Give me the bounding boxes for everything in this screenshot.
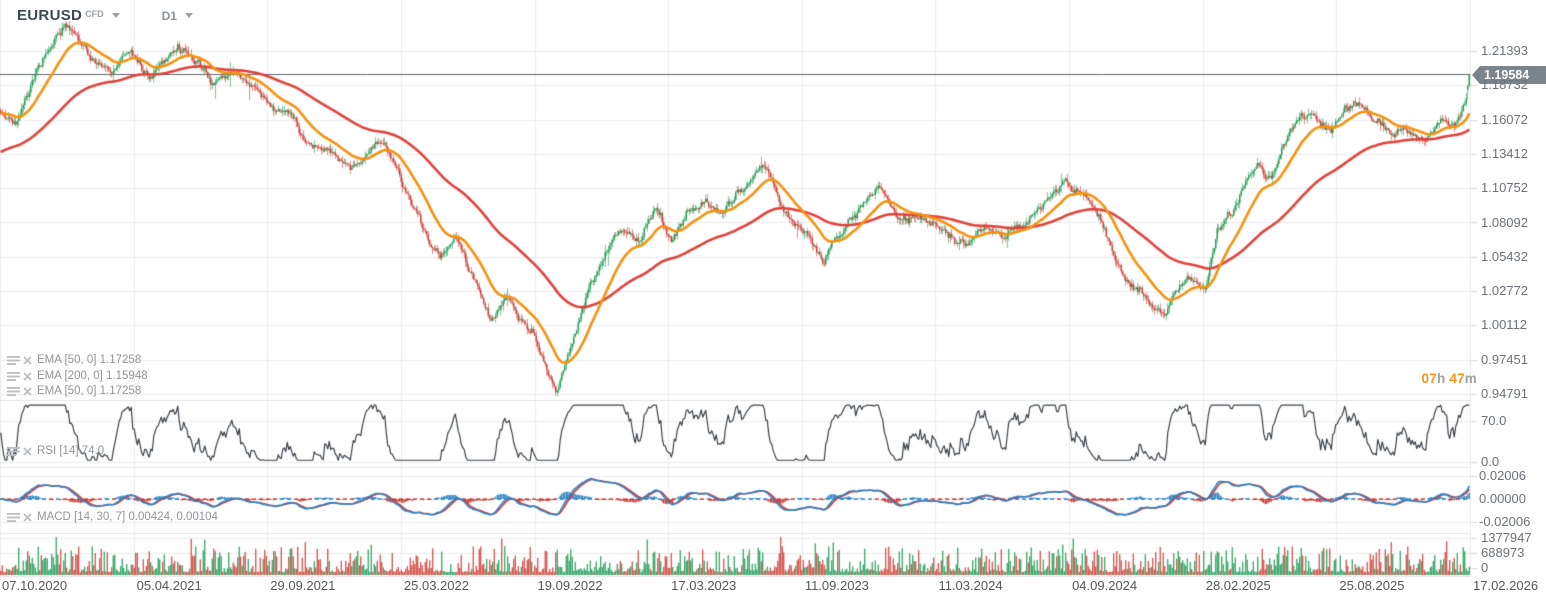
price-axis-label: 1.13412 <box>1481 145 1528 161</box>
indicator-label: EMA [50, 0] 1.17258 <box>37 354 142 366</box>
volume-axis-label: 688973 <box>1481 545 1525 560</box>
date-axis-label: 04.09.2024 <box>1072 578 1138 593</box>
instrument-type-label: CFD <box>85 9 104 19</box>
price-axis-label: 1.18732 <box>1481 77 1528 93</box>
indicator-settings-icon[interactable] <box>7 446 20 456</box>
rsi-axis-label: 70.0 <box>1481 413 1507 428</box>
price-axis-label: 1.10752 <box>1481 180 1528 196</box>
chevron-down-icon[interactable] <box>184 13 193 18</box>
symbol-name[interactable]: EURUSD <box>17 7 83 24</box>
indicator-legend-macd: MACD [14, 30, 7] 0.00424, 0.00104 <box>7 511 218 523</box>
macd-axis-label: 0.00000 <box>1479 491 1526 506</box>
candle-countdown: 07h 47m <box>1350 371 1477 386</box>
indicator-settings-icon[interactable] <box>7 355 20 365</box>
date-axis-label: 25.03.2022 <box>403 578 469 593</box>
date-axis-label: 17.02.2026 <box>1473 578 1539 593</box>
indicator-legend-ema-200: EMA [200, 0] 1.15948 <box>7 370 148 382</box>
date-axis-label: 29.09.2021 <box>270 578 336 593</box>
price-axis-label: 1.08092 <box>1481 214 1528 230</box>
date-axis-label: 11.03.2024 <box>938 578 1003 593</box>
current-price-badge: 1.19584 <box>1472 66 1546 84</box>
price-axis-label: 0.94791 <box>1481 386 1528 401</box>
close-icon[interactable] <box>23 355 32 365</box>
price-axis-label: 1.00112 <box>1481 317 1528 333</box>
price-axis-label: 0.97451 <box>1481 351 1528 367</box>
indicator-settings-icon[interactable] <box>7 371 20 381</box>
macd-axis-label: -0.02006 <box>1479 514 1531 529</box>
close-icon[interactable] <box>23 371 32 381</box>
indicator-label: RSI [14] 74.0 <box>37 445 105 457</box>
date-axis-label: 07.10.2020 <box>2 578 68 593</box>
countdown-minutes-unit: m <box>1464 371 1477 386</box>
rsi-axis-label: 0.0 <box>1481 454 1500 469</box>
close-icon[interactable] <box>23 512 32 522</box>
indicator-legend-ema-50-a: EMA [50, 0] 1.17258 <box>7 354 141 366</box>
date-axis-label: 25.08.2025 <box>1339 578 1405 593</box>
date-axis-label: 19.09.2022 <box>537 578 603 593</box>
close-icon[interactable] <box>23 386 32 396</box>
price-axis-label: 1.16072 <box>1481 111 1528 127</box>
close-icon[interactable] <box>23 446 32 456</box>
chevron-down-icon[interactable] <box>111 13 120 18</box>
indicator-settings-icon[interactable] <box>7 512 20 522</box>
price-axis-label: 1.02772 <box>1481 283 1528 299</box>
price-axis-label: 1.05432 <box>1481 248 1528 264</box>
instrument-header: EURUSD CFD D1 <box>17 7 193 24</box>
volume-axis-label: 1377947 <box>1481 530 1532 545</box>
indicator-legend-rsi: RSI [14] 74.0 <box>7 445 104 457</box>
volume-axis-label: 0 <box>1481 560 1489 575</box>
macd-axis-label: 0.02006 <box>1479 467 1526 483</box>
countdown-hours-unit: h <box>1436 371 1446 386</box>
price-axis-label: 1.21393 <box>1481 43 1528 58</box>
timeframe-selector[interactable]: D1 <box>161 9 177 23</box>
indicator-label: MACD [14, 30, 7] 0.00424, 0.00104 <box>37 511 218 523</box>
date-axis-label: 05.04.2021 <box>136 578 202 593</box>
date-axis-label: 11.09.2023 <box>804 578 869 593</box>
countdown-minutes: 47 <box>1449 371 1465 386</box>
indicator-label: EMA [200, 0] 1.15948 <box>37 370 148 382</box>
date-axis-label: 28.02.2025 <box>1205 578 1271 593</box>
indicator-settings-icon[interactable] <box>7 386 20 396</box>
countdown-hours: 07 <box>1421 371 1437 386</box>
indicator-legend-ema-50-b: EMA [50, 0] 1.17258 <box>7 385 141 397</box>
indicator-label: EMA [50, 0] 1.17258 <box>37 385 142 397</box>
date-axis-label: 17.03.2023 <box>671 578 737 593</box>
